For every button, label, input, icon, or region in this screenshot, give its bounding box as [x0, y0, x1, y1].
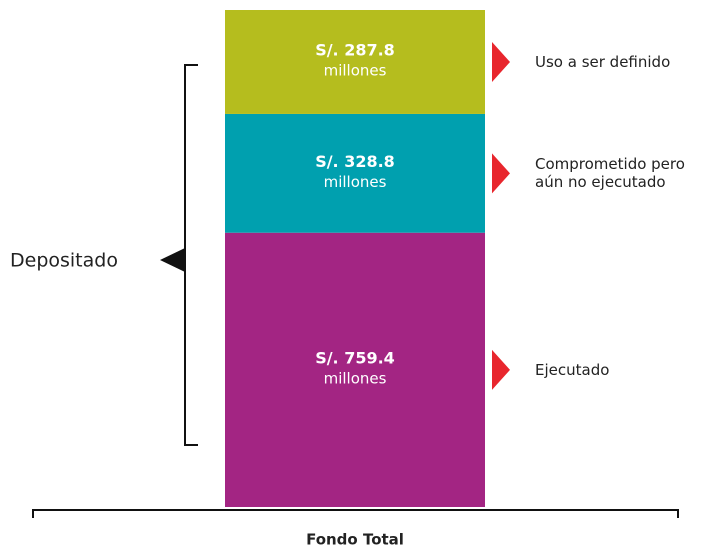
legend-marker	[492, 349, 510, 390]
legend-label: Uso a ser definido	[535, 52, 671, 71]
legend-marker	[492, 153, 510, 194]
bar-segment	[225, 10, 485, 114]
legend-marker	[492, 41, 510, 82]
category-label: Fondo Total	[306, 531, 404, 548]
annotation: Depositado	[10, 250, 118, 272]
value-label: S/. 287.8	[315, 40, 395, 59]
base-bracket	[32, 509, 679, 518]
bar-segment	[225, 113, 485, 233]
unit-label: millones	[324, 61, 387, 79]
unit-label: millones	[324, 173, 387, 191]
value-label: S/. 759.4	[315, 348, 395, 367]
unit-label: millones	[324, 369, 387, 387]
legend-label: Ejecutado	[535, 360, 610, 379]
bracket-arrow	[160, 248, 185, 272]
bar-segment	[225, 232, 485, 507]
value-label: S/. 328.8	[315, 152, 395, 171]
legend-label: Comprometido pero aún no ejecutado	[535, 155, 685, 192]
bracket	[184, 64, 198, 446]
